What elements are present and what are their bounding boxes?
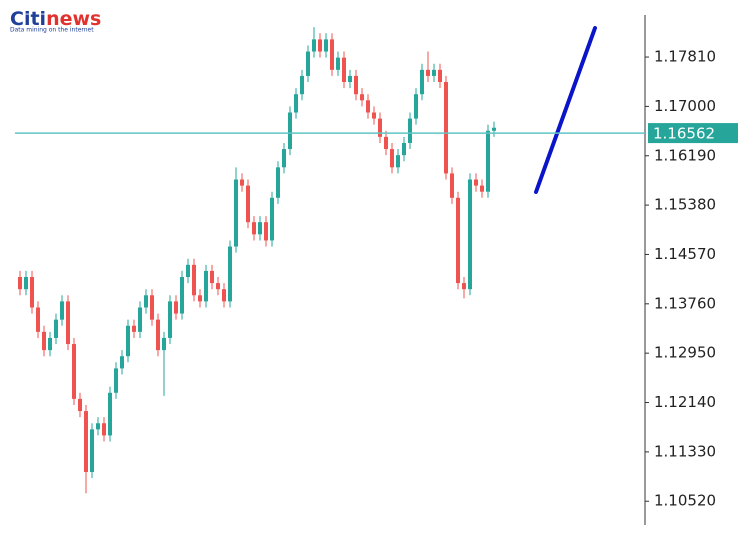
candle-body [396, 155, 400, 168]
candle-body [132, 325, 136, 332]
candle-body [420, 69, 424, 95]
candle-body [126, 325, 130, 357]
candle-body [102, 423, 106, 436]
y-tick-label: 1.12950 [654, 344, 716, 362]
logo-name: Citinews [10, 8, 101, 30]
candle-body [318, 39, 322, 52]
candle-body [114, 368, 118, 393]
y-tick-label: 1.10520 [654, 492, 716, 510]
candle-body [60, 301, 64, 320]
candle-body [288, 112, 292, 150]
logo-tagline: Data mining on the internet [10, 27, 94, 34]
y-tick-label: 1.16190 [654, 146, 716, 164]
candle-body [312, 39, 316, 52]
candle-body [366, 100, 370, 113]
candle-body [390, 149, 394, 168]
candle-body [444, 82, 448, 174]
candle-body [378, 118, 382, 137]
candle-body [324, 39, 328, 52]
candle-body [108, 392, 112, 436]
candle-body [168, 301, 172, 338]
candle-body [384, 136, 388, 150]
candle-body [90, 429, 94, 472]
candle-body [354, 75, 358, 95]
candle-body [72, 344, 76, 399]
candle-body [462, 283, 466, 290]
logo-name-2: news [46, 8, 101, 30]
candle-body [432, 69, 436, 76]
candle-body [438, 69, 442, 83]
candle-body [144, 295, 148, 308]
candle-body [198, 295, 202, 302]
candle-body [450, 173, 454, 198]
y-tick-label: 1.17810 [654, 48, 716, 66]
candle-body [282, 149, 286, 168]
y-tick-label: 1.11330 [654, 442, 716, 460]
candle-body [426, 69, 430, 76]
y-tick-label: 1.17000 [654, 97, 716, 115]
candle-body [180, 277, 184, 314]
candle-body [192, 264, 196, 296]
y-tick-label: 1.13760 [654, 294, 716, 312]
candle-body [372, 112, 376, 119]
candle-body [474, 179, 478, 186]
candle-body [246, 185, 250, 223]
candle-body [120, 356, 124, 369]
candle-body [306, 51, 310, 76]
y-tick-label: 1.12140 [654, 393, 716, 411]
candle-body [276, 167, 280, 198]
candle-body [330, 39, 334, 70]
candle-body [216, 283, 220, 290]
candle-body [402, 142, 406, 156]
candle-body [240, 179, 244, 186]
candle-body [30, 277, 34, 308]
candle-body [174, 301, 178, 314]
candle-body [228, 246, 232, 302]
candle-body [348, 75, 352, 83]
candle-body [66, 301, 70, 345]
candle-body [234, 179, 238, 247]
candle-body [150, 295, 154, 320]
candle-body [414, 94, 418, 119]
price-label-box [648, 123, 738, 144]
candle-body [456, 197, 460, 284]
candle-body [342, 57, 346, 83]
y-tick-label: 1.14570 [654, 245, 716, 263]
candle-body [84, 411, 88, 472]
candle-body [48, 337, 52, 351]
y-tick-label: 1.15380 [654, 196, 716, 214]
candle-body [156, 319, 160, 351]
candle-body [78, 398, 82, 412]
candle-body [360, 94, 364, 101]
candle-body [210, 270, 214, 284]
logo-name-1: Citi [10, 8, 46, 30]
candle-body [36, 307, 40, 332]
candle-body [270, 197, 274, 241]
candle-body [162, 337, 166, 351]
candle-body [408, 118, 412, 143]
candle-body [258, 222, 262, 235]
candle-body [96, 423, 100, 430]
candle-body [42, 331, 46, 351]
candle-body [186, 264, 190, 278]
candle-body [222, 289, 226, 302]
candle-body [486, 130, 490, 192]
price-label: 1.16562 [653, 125, 715, 143]
candle-body [18, 277, 22, 290]
candle-body [294, 94, 298, 113]
candle-body [204, 270, 208, 302]
candle-body [492, 127, 496, 131]
candle-body [138, 307, 142, 332]
candle-body [468, 179, 472, 290]
candle-body [336, 57, 340, 70]
trend-line [534, 26, 597, 194]
candle-body [480, 185, 484, 192]
candle-body [300, 75, 304, 95]
candle-body [24, 277, 28, 290]
candle-body [252, 222, 256, 235]
candle-body [264, 222, 268, 241]
candle-body [54, 319, 58, 338]
